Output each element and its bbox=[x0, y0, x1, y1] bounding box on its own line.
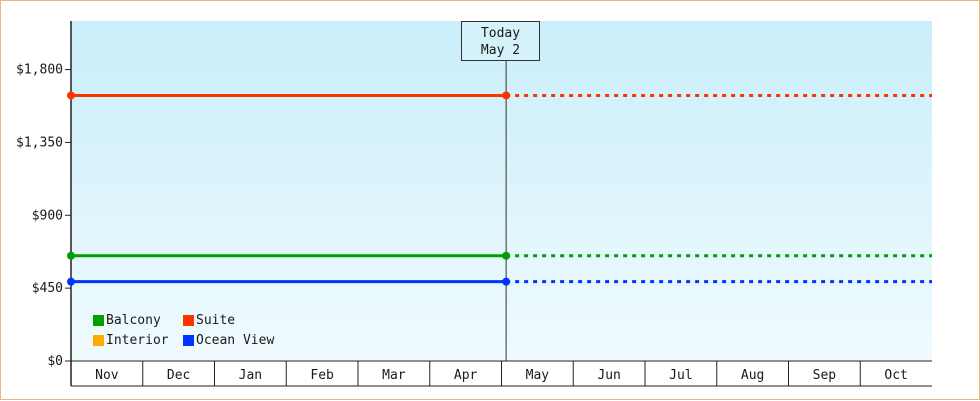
x-tick-label: Jul bbox=[669, 368, 692, 383]
x-tick-label: Apr bbox=[454, 368, 478, 383]
series-point-ocean-view-start bbox=[67, 277, 75, 286]
x-tick-label: Oct bbox=[884, 368, 907, 383]
x-tick-label: Jan bbox=[239, 368, 262, 383]
x-tick-label: Jun bbox=[597, 368, 620, 383]
y-tick-label: $1,350 bbox=[16, 135, 63, 150]
legend-label-suite: Suite bbox=[196, 312, 236, 328]
x-tick-label: Dec bbox=[167, 368, 190, 383]
x-tick-label: Aug bbox=[741, 368, 764, 383]
today-marker: Today May 2 bbox=[461, 21, 540, 61]
series-point-balcony-start bbox=[67, 251, 75, 260]
legend-label-ocean-view: Ocean View bbox=[196, 332, 275, 348]
legend-item-balcony[interactable]: Balcony bbox=[93, 312, 183, 328]
legend-swatch-balcony bbox=[93, 314, 104, 326]
today-date: May 2 bbox=[480, 43, 521, 58]
y-tick-label: $1,800 bbox=[16, 63, 63, 78]
y-tick-label: $450 bbox=[32, 281, 63, 296]
x-tick-label: Nov bbox=[95, 368, 119, 383]
today-label: Today bbox=[480, 26, 521, 41]
x-tick-label: Feb bbox=[310, 368, 334, 383]
y-axis: $1,800 $1,350 $900 $450 $0 bbox=[16, 21, 72, 386]
y-tick-label: $0 bbox=[47, 354, 63, 369]
legend-swatch-suite bbox=[183, 314, 194, 326]
legend-swatch-ocean-view bbox=[183, 334, 194, 346]
series-point-suite-start bbox=[67, 91, 75, 100]
series-point-suite-today bbox=[502, 91, 511, 100]
y-tick-label: $900 bbox=[32, 208, 63, 223]
x-axis: Nov Dec Jan Feb Mar Apr May Jun Jul Aug Sep Oct bbox=[71, 360, 932, 387]
x-tick-label: Mar bbox=[382, 368, 406, 383]
x-tick-label: May bbox=[526, 368, 550, 383]
series-lines bbox=[67, 91, 932, 286]
series-point-balcony-today bbox=[502, 251, 511, 260]
legend-label-interior: Interior bbox=[106, 332, 169, 348]
legend-item-suite[interactable]: Suite bbox=[183, 312, 293, 328]
x-tick-label: Sep bbox=[813, 368, 837, 383]
plot-area bbox=[71, 21, 932, 361]
legend: Balcony Suite Interior Ocean View bbox=[93, 312, 293, 348]
legend-item-ocean-view[interactable]: Ocean View bbox=[183, 332, 293, 348]
legend-item-interior[interactable]: Interior bbox=[93, 332, 183, 348]
series-point-ocean-view-today bbox=[502, 277, 511, 286]
legend-label-balcony: Balcony bbox=[106, 312, 161, 328]
legend-swatch-interior bbox=[93, 334, 104, 346]
